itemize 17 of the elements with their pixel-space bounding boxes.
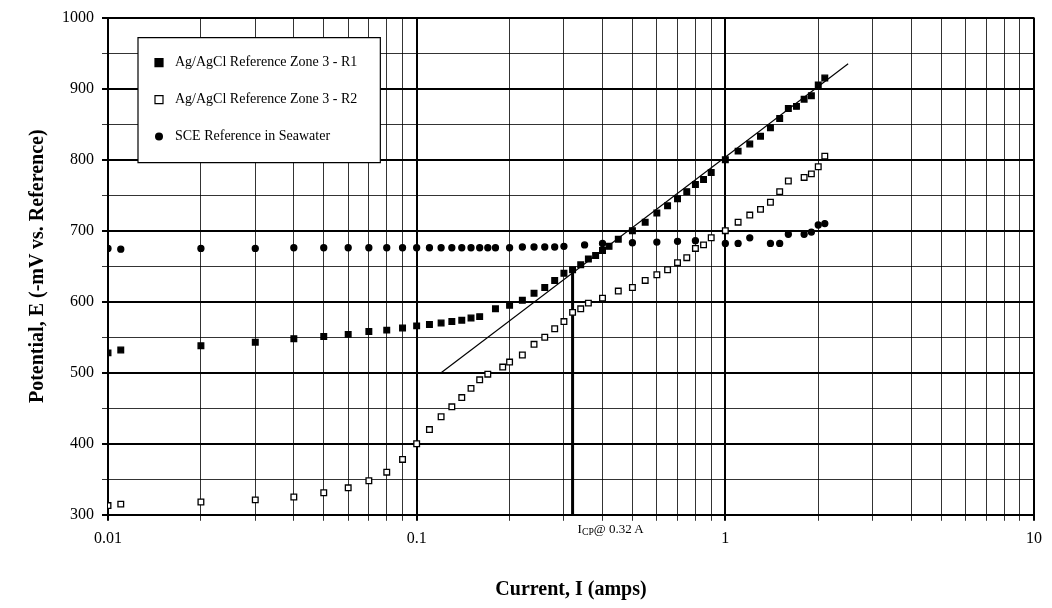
legend-label: Ag/AgCl Reference Zone 3 - R2 — [175, 91, 358, 107]
legend-label: Ag/AgCl Reference Zone 3 - R1 — [175, 54, 358, 70]
y-tick-label: 600 — [70, 291, 94, 309]
x-axis-title: Current, I (amps) — [495, 577, 647, 601]
legend-label: SCE Reference in Seawater — [175, 128, 331, 144]
x-tick-label: 10 — [1026, 528, 1042, 546]
x-tick-label: 1 — [721, 528, 730, 546]
y-tick-label: 300 — [70, 505, 94, 522]
y-axis-title: Potential, E (-mV vs. Reference) — [25, 129, 49, 404]
y-tick-label: 400 — [70, 433, 94, 451]
y-tick-label: 1000 — [62, 7, 94, 25]
x-tick-label: 0.01 — [94, 528, 122, 546]
y-tick-label: 800 — [70, 149, 94, 167]
x-tick-label: 0.1 — [406, 528, 427, 546]
y-tick-label: 500 — [70, 362, 94, 380]
y-tick-label: 900 — [70, 78, 94, 96]
y-tick-label: 700 — [70, 220, 94, 238]
